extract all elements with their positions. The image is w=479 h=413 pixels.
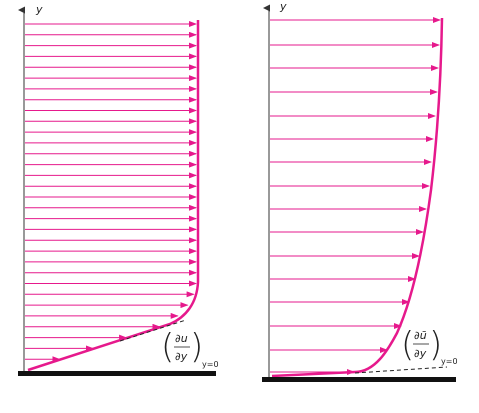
left-gradient-label: ( ∂u ∂y ) y=0 xyxy=(161,327,219,369)
right-wall-tangent-line xyxy=(354,366,448,374)
right-velocity-arrows xyxy=(270,17,441,375)
left-gradient-open-paren: ( xyxy=(161,327,174,367)
right-gradient-close-paren: ) xyxy=(429,325,442,365)
left-wall-tangent-line xyxy=(119,319,187,342)
left-gradient-subscript: y=0 xyxy=(202,360,219,369)
left-velocity-profile-curve xyxy=(27,20,200,372)
right-wall xyxy=(262,377,456,382)
left-gradient-numerator: ∂u xyxy=(175,332,188,345)
right-gradient-subscript: y=0 xyxy=(441,357,458,366)
right-gradient-denominator: ∂y xyxy=(414,347,427,360)
right-gradient-open-paren: ( xyxy=(401,325,414,365)
right-velocity-profile-curve xyxy=(271,17,444,378)
right-diagram: y ( ∂ū ∂y ) y=0 xyxy=(262,0,458,382)
left-gradient-denominator: ∂y xyxy=(175,350,188,363)
left-y-axis-label: y xyxy=(35,3,43,16)
left-wall xyxy=(18,371,216,376)
right-gradient-numerator: ∂ū xyxy=(414,329,427,342)
left-gradient-close-paren: ) xyxy=(190,327,203,367)
right-y-axis-label: y xyxy=(279,0,287,13)
right-gradient-label: ( ∂ū ∂y ) y=0 xyxy=(401,325,458,366)
left-diagram: y ( ∂u ∂y ) y=0 xyxy=(18,3,219,376)
left-velocity-arrows xyxy=(25,21,197,363)
